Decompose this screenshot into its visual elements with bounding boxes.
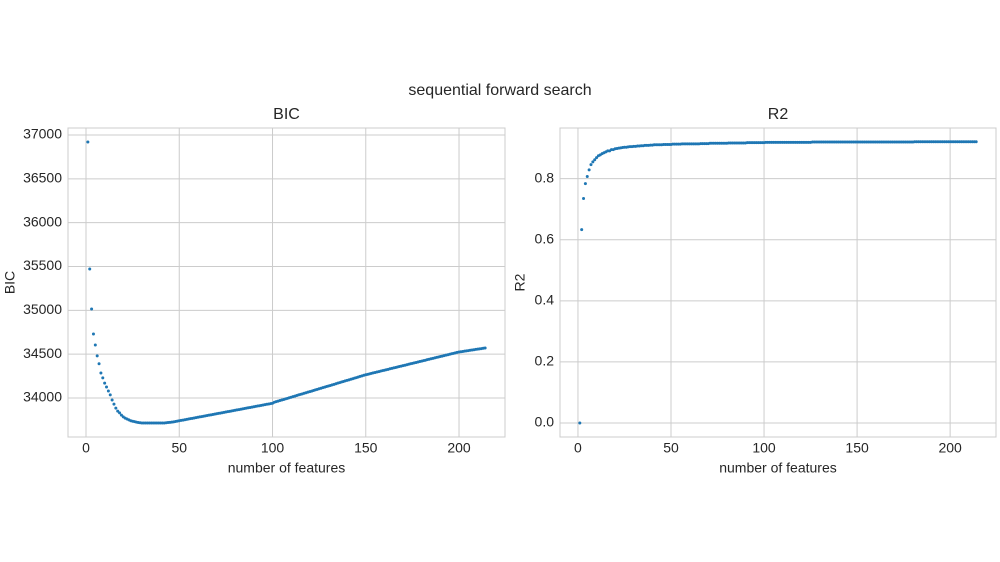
point — [86, 140, 90, 144]
point — [88, 267, 92, 271]
point — [974, 140, 978, 144]
axes-title: R2 — [768, 106, 789, 123]
point — [580, 228, 584, 232]
point — [587, 168, 591, 172]
axes-frame — [559, 127, 997, 438]
x-tick-label: 50 — [663, 440, 679, 456]
point — [105, 385, 109, 389]
point — [583, 182, 587, 186]
x-axis-label: number of features — [719, 460, 837, 476]
x-tick-label: 200 — [447, 440, 471, 456]
y-tick-label: 34500 — [23, 345, 62, 361]
point — [91, 332, 95, 336]
point — [93, 343, 97, 347]
x-tick-label: 50 — [171, 440, 187, 456]
x-tick-label: 0 — [82, 440, 90, 456]
point — [114, 406, 118, 410]
point — [595, 156, 599, 160]
point — [97, 362, 101, 366]
y-tick-label: 0.6 — [535, 230, 555, 246]
y-tick-label: 36000 — [23, 213, 62, 229]
y-axis-label: BIC — [2, 271, 18, 294]
point — [483, 346, 487, 350]
point — [99, 371, 103, 375]
point — [585, 175, 589, 179]
point — [591, 160, 595, 164]
y-tick-label: 35500 — [23, 257, 62, 273]
y-tick-label: 37000 — [23, 126, 62, 142]
point — [103, 381, 107, 385]
point — [589, 163, 593, 167]
axes-title: BIC — [273, 106, 300, 123]
y-tick-label: 34000 — [23, 389, 62, 405]
x-tick-label: 150 — [845, 440, 869, 456]
point — [112, 402, 116, 406]
point — [110, 398, 114, 402]
x-tick-label: 100 — [261, 440, 285, 456]
point — [90, 307, 94, 311]
y-tick-label: 36500 — [23, 170, 62, 186]
y-tick-label: 0.0 — [535, 414, 555, 430]
point — [593, 158, 597, 162]
point — [108, 393, 112, 397]
point — [118, 411, 122, 415]
point — [578, 421, 582, 425]
y-tick-label: 0.2 — [535, 353, 555, 369]
y-tick-label: 0.8 — [535, 169, 555, 185]
x-tick-label: 100 — [752, 440, 776, 456]
point — [106, 389, 110, 393]
x-tick-label: 0 — [574, 440, 582, 456]
point — [95, 354, 99, 358]
axes-frame — [67, 127, 506, 438]
x-tick-label: 150 — [354, 440, 378, 456]
figure-title: sequential forward search — [408, 82, 591, 99]
y-tick-label: 0.4 — [535, 292, 555, 308]
x-axis-label: number of features — [228, 460, 346, 476]
point — [582, 197, 586, 201]
y-tick-label: 35000 — [23, 301, 62, 317]
y-axis-label: R2 — [512, 273, 528, 291]
x-tick-label: 200 — [938, 440, 962, 456]
point — [101, 376, 105, 380]
